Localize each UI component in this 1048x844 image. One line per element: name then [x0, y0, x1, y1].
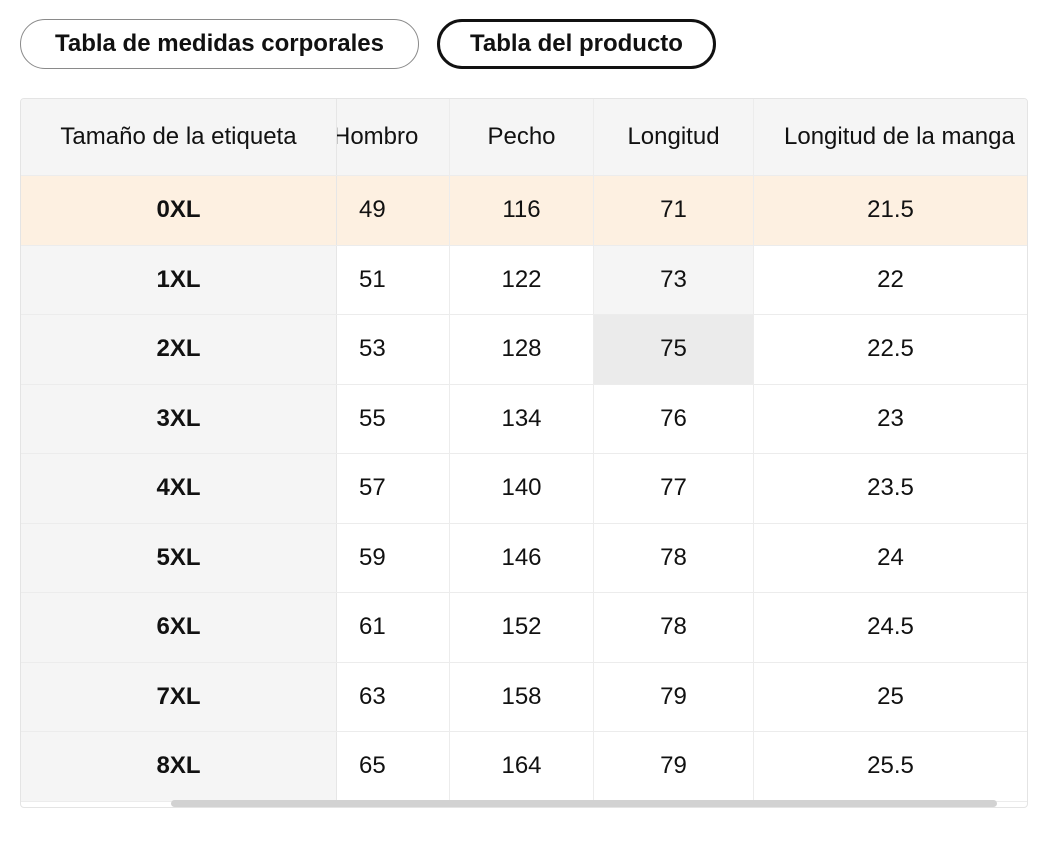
size-chart-tabs: Tabla de medidas corporales Tabla del pr… — [20, 19, 716, 69]
size-table-body: Tamaño de la etiqueta Hombro Pecho Longi… — [21, 99, 1027, 802]
header-pecho: Pecho — [450, 99, 594, 175]
cell-pecho: 140 — [450, 454, 594, 523]
cell-pecho: 116 — [450, 176, 594, 245]
header-manga: Longitud de la manga — [784, 123, 1015, 150]
cell-hombro: 65 — [337, 732, 450, 801]
cell-longitud: 78 — [594, 523, 754, 592]
cell-size: 0XL — [21, 176, 337, 245]
cell-manga: 25.5 — [867, 752, 914, 780]
cell-manga: 23 — [877, 404, 904, 432]
cell-longitud: 79 — [594, 732, 754, 801]
cell-hombro: 49 — [337, 176, 450, 245]
table-row[interactable]: 4XL 57 140 77 23.5 — [21, 454, 1027, 524]
cell-manga: 23.5 — [867, 474, 914, 502]
cell-pecho: 122 — [450, 245, 594, 314]
header-size: Tamaño de la etiqueta — [21, 99, 337, 175]
tab-product-measurements[interactable]: Tabla del producto — [437, 19, 716, 69]
cell-manga: 22.5 — [867, 335, 914, 363]
cell-manga: 24 — [877, 543, 904, 571]
table-row[interactable]: 2XL 53 128 75 22.5 — [21, 315, 1027, 385]
scrollbar-thumb[interactable] — [171, 800, 997, 807]
cell-pecho: 128 — [450, 315, 594, 384]
cell-hombro: 59 — [337, 523, 450, 592]
cell-longitud: 71 — [594, 176, 754, 245]
cell-pecho: 152 — [450, 593, 594, 662]
cell-pecho: 146 — [450, 523, 594, 592]
horizontal-scrollbar[interactable] — [21, 798, 1027, 807]
cell-hombro: 57 — [337, 454, 450, 523]
cell-size: 1XL — [21, 245, 337, 314]
cell-manga: 22 — [877, 265, 904, 293]
table-header-row: Tamaño de la etiqueta Hombro Pecho Longi… — [21, 99, 1027, 176]
cell-size: 2XL — [21, 315, 337, 384]
cell-hombro: 63 — [337, 662, 450, 731]
cell-size: 4XL — [21, 454, 337, 523]
cell-hombro: 53 — [337, 315, 450, 384]
cell-manga: 21.5 — [867, 196, 914, 224]
cell-hombro: 61 — [337, 593, 450, 662]
table-row[interactable]: 1XL 51 122 73 22 — [21, 245, 1027, 315]
table-row[interactable]: 8XL 65 164 79 25.5 — [21, 732, 1027, 802]
cell-pecho: 158 — [450, 662, 594, 731]
table-row[interactable]: 0XL 49 116 71 21.5 — [21, 176, 1027, 246]
header-longitud: Longitud — [594, 99, 754, 175]
header-hombro: Hombro — [337, 99, 450, 175]
cell-hombro: 51 — [337, 245, 450, 314]
cell-size: 6XL — [21, 593, 337, 662]
cell-pecho: 164 — [450, 732, 594, 801]
cell-size: 3XL — [21, 384, 337, 453]
cell-longitud: 75 — [594, 315, 754, 384]
cell-size: 5XL — [21, 523, 337, 592]
cell-longitud: 77 — [594, 454, 754, 523]
cell-longitud: 79 — [594, 662, 754, 731]
cell-hombro: 55 — [337, 384, 450, 453]
cell-size: 7XL — [21, 662, 337, 731]
table-row[interactable]: 3XL 55 134 76 23 — [21, 384, 1027, 454]
table-row[interactable]: 5XL 59 146 78 24 — [21, 523, 1027, 593]
table-row[interactable]: 7XL 63 158 79 25 — [21, 662, 1027, 732]
cell-pecho: 134 — [450, 384, 594, 453]
table-row[interactable]: 6XL 61 152 78 24.5 — [21, 593, 1027, 663]
cell-size: 8XL — [21, 732, 337, 801]
cell-longitud: 76 — [594, 384, 754, 453]
tab-body-measurements[interactable]: Tabla de medidas corporales — [20, 19, 419, 69]
size-table[interactable]: Tamaño de la etiqueta Hombro Pecho Longi… — [20, 98, 1028, 808]
cell-manga: 25 — [877, 682, 904, 710]
cell-longitud: 73 — [594, 245, 754, 314]
cell-manga: 24.5 — [867, 613, 914, 641]
cell-longitud: 78 — [594, 593, 754, 662]
